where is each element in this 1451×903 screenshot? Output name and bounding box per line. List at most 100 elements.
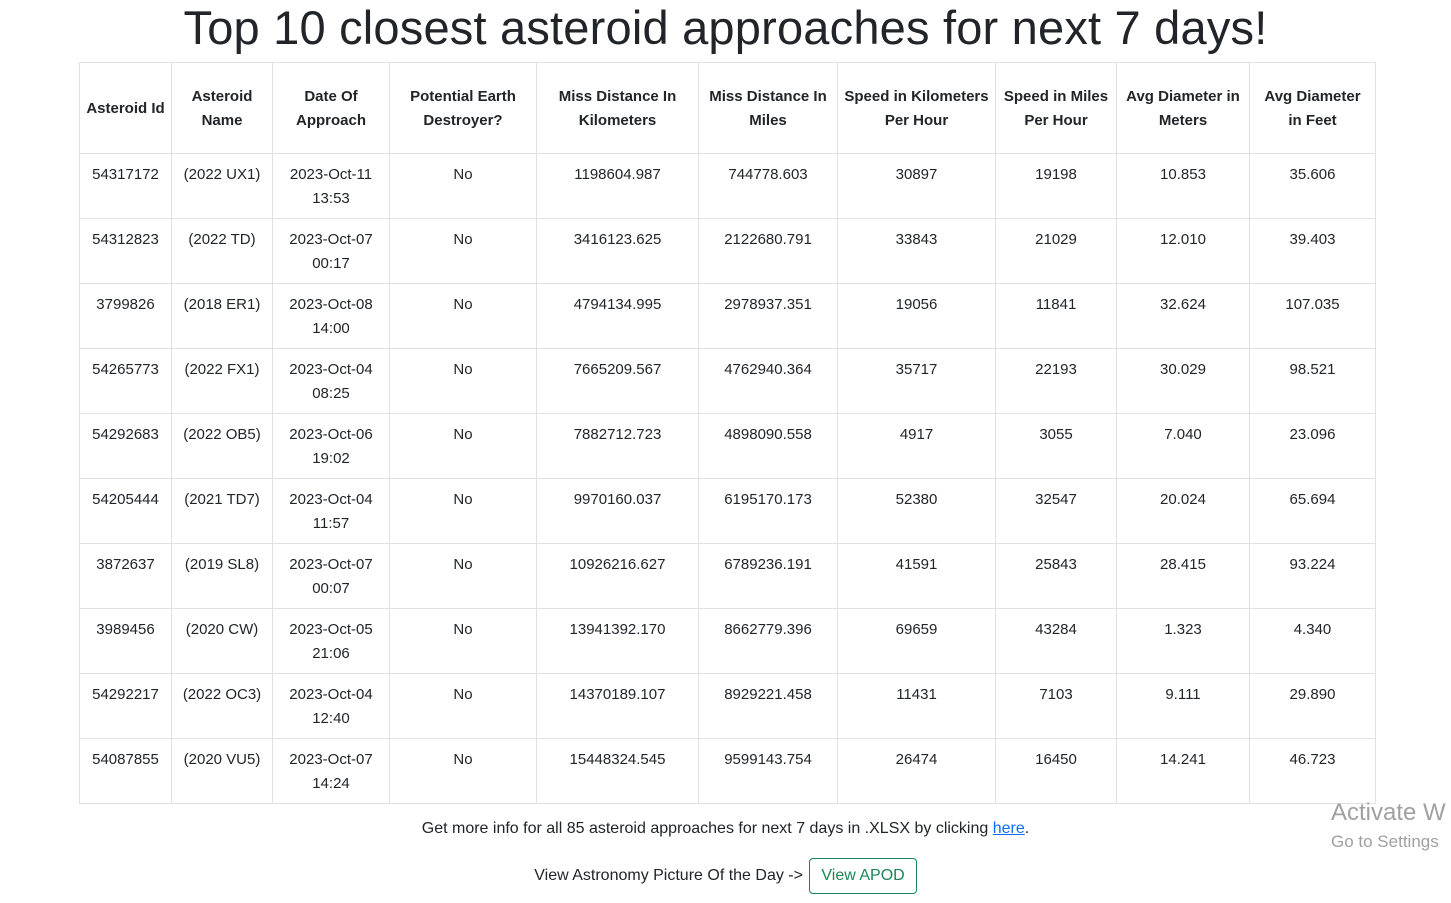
table-row: 54205444 (2021 TD7) 2023-Oct-04 11:57 No 997… (79, 478, 1376, 544)
table-cell: 3799826 (79, 283, 172, 349)
table-cell: 20.024 (1116, 478, 1250, 544)
table-cell: 12.010 (1116, 218, 1250, 284)
apod-row: View Astronomy Picture Of the Day -> Vie… (0, 858, 1451, 894)
more-info-period: . (1024, 820, 1030, 837)
table-cell: 10.853 (1116, 153, 1250, 219)
table-cell: No (389, 413, 537, 479)
table-cell: (2022 OB5) (171, 413, 273, 479)
table-cell: 4794134.995 (536, 283, 699, 349)
table-cell: 8662779.396 (698, 608, 838, 674)
table-cell: 21029 (995, 218, 1117, 284)
column-header: Asteroid Id (79, 62, 172, 154)
column-header: Miss Distance In Miles (698, 62, 838, 154)
table-cell: 9970160.037 (536, 478, 699, 544)
windows-activation-watermark: Activate W Go to Settings (1331, 798, 1446, 856)
table-cell: 4898090.558 (698, 413, 838, 479)
table-cell: 11431 (837, 673, 996, 739)
table-row: 54265773 (2022 FX1) 2023-Oct-04 08:25 No 766… (79, 348, 1376, 414)
table-cell: 22193 (995, 348, 1117, 414)
table-cell: 2122680.791 (698, 218, 838, 284)
table-cell: 32.624 (1116, 283, 1250, 349)
table-cell: 2023-Oct-04 12:40 (272, 673, 390, 739)
table-cell: 2023-Oct-05 21:06 (272, 608, 390, 674)
table-cell: 4762940.364 (698, 348, 838, 414)
table-cell: 54292217 (79, 673, 172, 739)
asteroid-table: Asteroid Id Asteroid Name Date Of Approach… (79, 62, 1376, 804)
table-cell: 69659 (837, 608, 996, 674)
column-header: Speed in Miles Per Hour (995, 62, 1117, 154)
more-info-line: Get more info for all 85 asteroid approa… (0, 820, 1451, 838)
table-cell: 2023-Oct-07 14:24 (272, 738, 390, 804)
column-header: Date Of Approach (272, 62, 390, 154)
table-cell: 9.111 (1116, 673, 1250, 739)
table-cell: 13941392.170 (536, 608, 699, 674)
table-cell: 1.323 (1116, 608, 1250, 674)
table-cell: No (389, 738, 537, 804)
table-row: 3872637 (2019 SL8) 2023-Oct-07 00:07 No 1092… (79, 543, 1376, 609)
table-cell: 23.096 (1249, 413, 1376, 479)
table-cell: 2023-Oct-08 14:00 (272, 283, 390, 349)
table-cell: 11841 (995, 283, 1117, 349)
table-row: 54312823 (2022 TD) 2023-Oct-07 00:17 No 3416… (79, 218, 1376, 284)
table-cell: 2023-Oct-04 08:25 (272, 348, 390, 414)
table-cell: 7.040 (1116, 413, 1250, 479)
asteroid-table-container: Asteroid Id Asteroid Name Date Of Approach… (79, 62, 1376, 804)
table-row: 54292683 (2022 OB5) 2023-Oct-06 19:02 No 788… (79, 413, 1376, 479)
table-body: 54317172 (2022 UX1) 2023-Oct-11 13:53 No 119… (79, 153, 1376, 804)
table-cell: 7665209.567 (536, 348, 699, 414)
xlsx-download-link[interactable]: here (992, 820, 1025, 837)
table-cell: 1198604.987 (536, 153, 699, 219)
table-cell: 93.224 (1249, 543, 1376, 609)
table-cell: 4.340 (1249, 608, 1376, 674)
table-cell: (2022 OC3) (171, 673, 273, 739)
table-cell: No (389, 218, 537, 284)
table-cell: 15448324.545 (536, 738, 699, 804)
table-cell: 54317172 (79, 153, 172, 219)
table-cell: (2020 VU5) (171, 738, 273, 804)
table-cell: 33843 (837, 218, 996, 284)
table-cell: (2021 TD7) (171, 478, 273, 544)
table-cell: 98.521 (1249, 348, 1376, 414)
table-cell: 54205444 (79, 478, 172, 544)
view-apod-button[interactable]: View APOD (809, 858, 917, 894)
column-header: Potential Earth Destroyer? (389, 62, 537, 154)
table-cell: 2023-Oct-07 00:07 (272, 543, 390, 609)
table-row: 54317172 (2022 UX1) 2023-Oct-11 13:53 No 119… (79, 153, 1376, 219)
table-cell: 107.035 (1249, 283, 1376, 349)
table-cell: No (389, 283, 537, 349)
table-row: 3989456 (2020 CW) 2023-Oct-05 21:06 No 13941… (79, 608, 1376, 674)
table-cell: 41591 (837, 543, 996, 609)
table-cell: 54265773 (79, 348, 172, 414)
table-cell: 54087855 (79, 738, 172, 804)
table-cell: 3055 (995, 413, 1117, 479)
table-cell: 54312823 (79, 218, 172, 284)
column-header: Asteroid Name (171, 62, 273, 154)
table-cell: 29.890 (1249, 673, 1376, 739)
table-cell: (2019 SL8) (171, 543, 273, 609)
table-cell: 54292683 (79, 413, 172, 479)
table-cell: 4917 (837, 413, 996, 479)
table-cell: 2978937.351 (698, 283, 838, 349)
table-cell: No (389, 348, 537, 414)
table-cell: 32547 (995, 478, 1117, 544)
table-cell: 30.029 (1116, 348, 1250, 414)
table-cell: 7882712.723 (536, 413, 699, 479)
watermark-title: Activate W (1331, 799, 1446, 826)
table-cell: 52380 (837, 478, 996, 544)
table-cell: 8929221.458 (698, 673, 838, 739)
table-cell: 19198 (995, 153, 1117, 219)
table-cell: 39.403 (1249, 218, 1376, 284)
table-cell: 46.723 (1249, 738, 1376, 804)
table-cell: (2022 FX1) (171, 348, 273, 414)
table-row: 3799826 (2018 ER1) 2023-Oct-08 14:00 No 4794… (79, 283, 1376, 349)
table-cell: 25843 (995, 543, 1117, 609)
table-cell: 3989456 (79, 608, 172, 674)
table-cell: (2022 UX1) (171, 153, 273, 219)
table-cell: 35717 (837, 348, 996, 414)
table-cell: 16450 (995, 738, 1117, 804)
table-cell: 6195170.173 (698, 478, 838, 544)
table-cell: 2023-Oct-11 13:53 (272, 153, 390, 219)
watermark-subtitle: Go to Settings (1331, 832, 1439, 851)
table-cell: 3416123.625 (536, 218, 699, 284)
table-cell: 26474 (837, 738, 996, 804)
